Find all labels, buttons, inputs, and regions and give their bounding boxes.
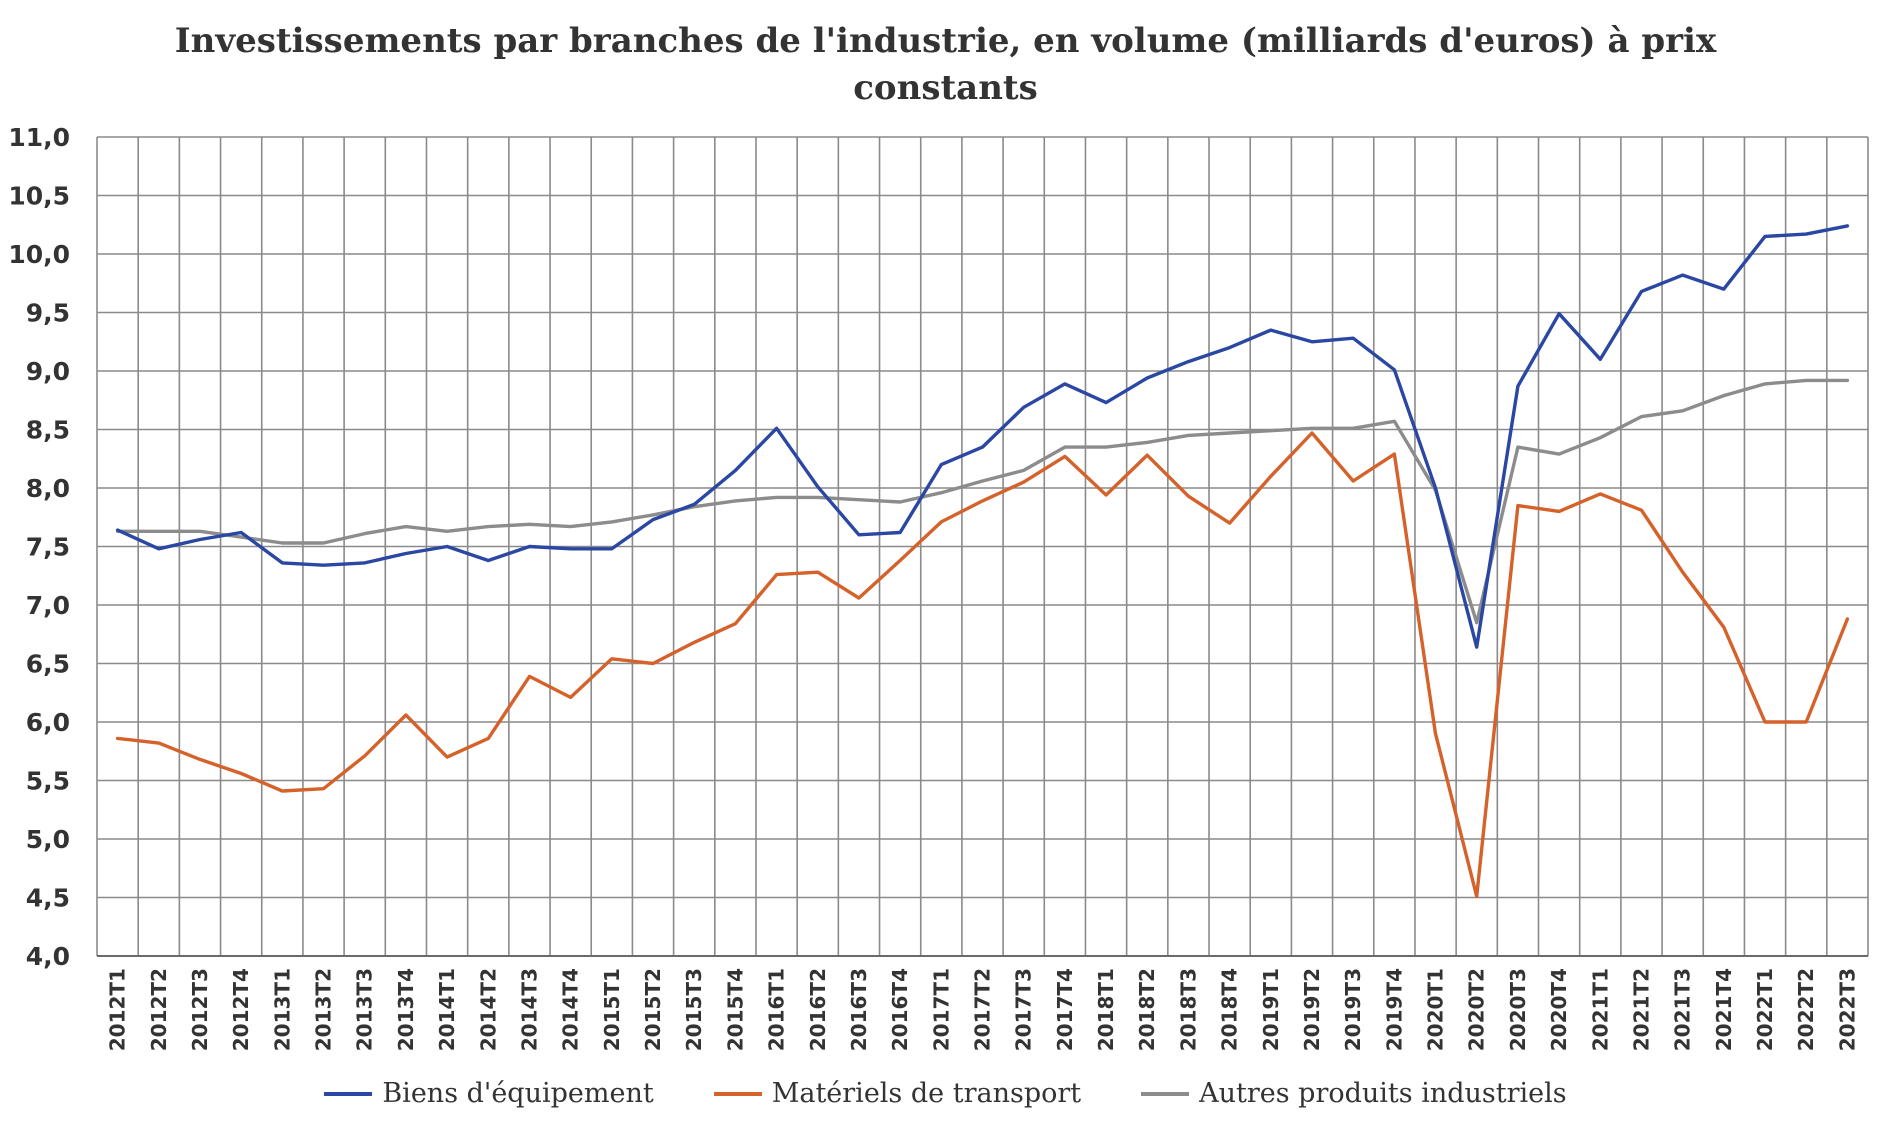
y-tick-label: 11,0 [8,123,70,152]
x-tick-label: 2013T2 [312,968,336,1051]
x-tick-label: 2016T1 [765,968,789,1051]
legend-label: Autres produits industriels [1199,1078,1567,1109]
legend-item: Matériels de transport [713,1078,1082,1109]
y-tick-label: 5,0 [26,825,70,854]
x-tick-label: 2018T4 [1218,968,1242,1051]
x-tick-label: 2015T3 [682,968,706,1051]
x-tick-label: 2019T1 [1259,968,1283,1051]
x-tick-label: 2019T2 [1300,968,1324,1051]
x-tick-label: 2014T3 [517,968,541,1051]
legend-label: Biens d'équipement [382,1078,654,1109]
x-tick-label: 2016T2 [806,968,830,1051]
x-tick-label: 2012T1 [106,968,130,1051]
gridlines [96,136,1869,957]
x-axis-ticks: 2012T1 2012T2 2012T3 2012T4 2013T1 2013T2 2013… [106,968,1860,1051]
x-tick-label: 2012T4 [229,968,253,1051]
x-tick-label: 2016T3 [847,968,871,1051]
y-tick-label: 9,5 [26,299,70,328]
x-tick-label: 2012T3 [188,968,212,1051]
x-tick-label: 2015T4 [723,968,747,1051]
chart-title: Investissements par branches de l'indust… [0,18,1891,112]
x-tick-label: 2013T3 [353,968,377,1051]
line-chart: 4,0 4,5 5,0 5,5 6,0 6,5 7,0 7,5 8,0 8,5 9,0 9,5 10,0… [8,123,1869,1051]
legend-swatch [324,1091,373,1096]
x-tick-label: 2018T2 [1135,968,1159,1051]
legend-swatch [1141,1091,1190,1096]
x-tick-label: 2021T1 [1588,968,1612,1051]
y-tick-label: 6,0 [26,708,70,737]
legend-swatch [713,1091,762,1096]
x-tick-label: 2021T3 [1671,968,1695,1051]
x-tick-label: 2020T2 [1465,968,1489,1051]
legend: Biens d'équipement Matériels de transport… [0,1078,1891,1109]
x-tick-label: 2014T4 [559,968,583,1051]
y-tick-label: 10,5 [8,182,70,211]
x-tick-label: 2017T1 [929,968,953,1051]
x-tick-label: 2020T4 [1547,968,1571,1051]
chart-title-line-2: constants [853,68,1038,108]
y-tick-label: 6,5 [26,650,70,679]
x-tick-label: 2015T2 [641,968,665,1051]
x-tick-label: 2016T4 [888,968,912,1051]
legend-item: Biens d'équipement [324,1078,654,1109]
x-tick-label: 2012T2 [147,968,171,1051]
y-tick-label: 7,0 [26,591,70,620]
x-tick-label: 2019T3 [1341,968,1365,1051]
x-tick-label: 2021T2 [1629,968,1653,1051]
x-tick-label: 2014T2 [476,968,500,1051]
series-line-1 [115,431,1850,898]
legend-label: Matériels de transport [771,1078,1082,1109]
x-tick-label: 2015T1 [600,968,624,1051]
y-tick-label: 5,5 [26,767,70,796]
series-line-2 [115,378,1850,625]
x-tick-label: 2013T4 [394,968,418,1051]
x-tick-label: 2017T4 [1053,968,1077,1051]
x-tick-label: 2020T1 [1424,968,1448,1051]
x-tick-label: 2014T1 [435,968,459,1051]
y-tick-label: 10,0 [8,240,70,269]
series-line-0 [115,224,1850,649]
x-tick-label: 2022T1 [1753,968,1777,1051]
x-tick-label: 2013T1 [270,968,294,1051]
series-lines [115,224,1850,898]
y-tick-label: 7,5 [26,533,70,562]
x-tick-label: 2018T3 [1176,968,1200,1051]
x-tick-label: 2019T4 [1382,968,1406,1051]
x-tick-label: 2017T2 [971,968,995,1051]
y-axis-ticks: 4,0 4,5 5,0 5,5 6,0 6,5 7,0 7,5 8,0 8,5 9,0 9,5 10,0… [8,123,70,971]
y-tick-label: 4,5 [26,884,70,913]
chart-title-line-1: Investissements par branches de l'indust… [174,21,1717,61]
x-tick-label: 2018T1 [1094,968,1118,1051]
y-tick-label: 8,5 [26,416,70,445]
x-tick-label: 2022T2 [1794,968,1818,1051]
legend-item: Autres produits industriels [1141,1078,1567,1109]
y-tick-label: 4,0 [26,942,70,971]
x-tick-label: 2021T4 [1712,968,1736,1051]
x-tick-label: 2017T3 [1012,968,1036,1051]
x-tick-label: 2022T3 [1835,968,1859,1051]
y-tick-label: 8,0 [26,474,70,503]
y-tick-label: 9,0 [26,357,70,386]
x-tick-label: 2020T3 [1506,968,1530,1051]
